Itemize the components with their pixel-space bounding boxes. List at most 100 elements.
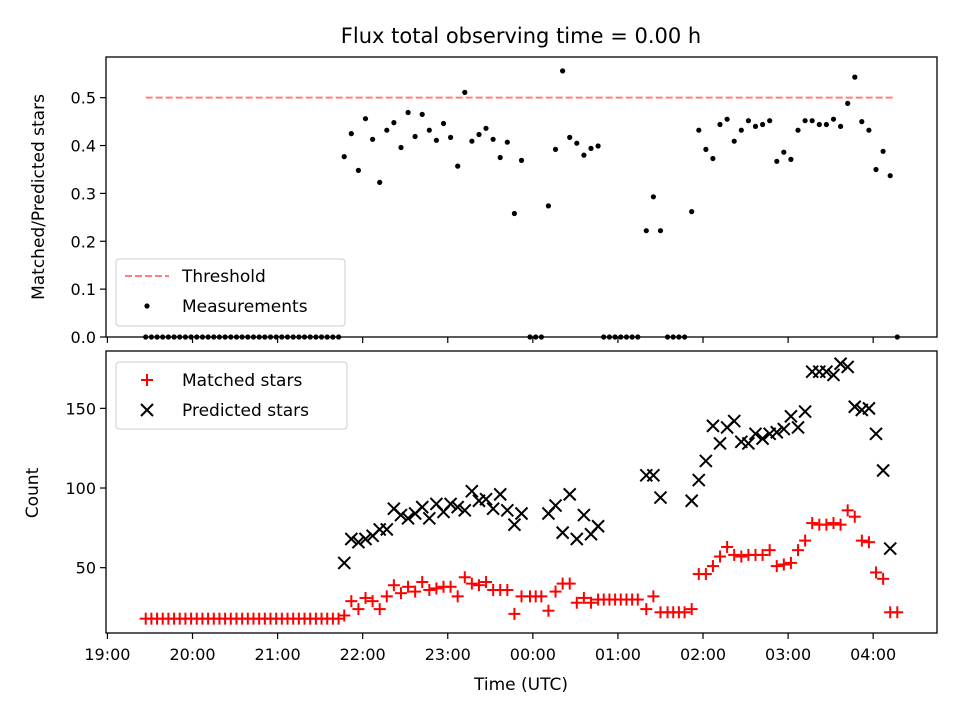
predicted-star-point <box>826 368 841 382</box>
x-tick-label: 02:00 <box>680 645 726 664</box>
matched-star-point <box>394 587 407 600</box>
matched-star-point <box>706 560 719 573</box>
legend-threshold-label: Threshold <box>181 267 266 287</box>
x-axis-label: Time (UTC) <box>473 675 568 695</box>
measurement-point <box>462 89 468 95</box>
measurement-point <box>588 145 594 151</box>
matched-star-point <box>631 593 644 606</box>
matched-star-point <box>735 550 748 563</box>
matched-star-point <box>855 534 868 547</box>
matched-star-point <box>577 591 590 604</box>
predicted-star-point <box>479 492 493 506</box>
matched-star-point <box>763 544 776 557</box>
predicted-star-point <box>465 484 479 498</box>
measurement-point <box>370 136 376 142</box>
matched-star-point <box>549 585 562 598</box>
measurement-point <box>391 120 397 126</box>
matched-star-point <box>877 572 890 585</box>
x-tick-label: 20:00 <box>169 645 215 664</box>
count-legend: Matched stars Predicted stars <box>115 361 348 430</box>
measurement-point <box>866 127 872 133</box>
measurement-point <box>767 118 773 124</box>
matched-star-point <box>862 536 875 549</box>
matched-star-point <box>416 576 429 589</box>
predicted-star-point <box>692 473 706 487</box>
measurement-point <box>504 139 510 145</box>
measurement-point <box>788 156 794 162</box>
predicted-star-point <box>344 532 359 546</box>
predicted-star-point <box>563 487 577 502</box>
matched-star-point <box>870 566 883 579</box>
predicted-star-point <box>577 508 591 522</box>
ratio-legend-box <box>115 258 346 327</box>
predicted-star-point <box>394 508 408 522</box>
measurement-point <box>802 118 808 124</box>
x-tick-label: 23:00 <box>425 645 471 664</box>
matched-star-point <box>848 510 861 523</box>
measurement-point <box>362 116 369 122</box>
measurement-point <box>781 149 787 155</box>
measurement-point <box>795 127 801 133</box>
measurement-point <box>595 143 601 149</box>
matched-star-point <box>728 548 741 561</box>
predicted-star-point <box>493 487 507 502</box>
count-y-tick-label: 100 <box>65 479 96 498</box>
matched-star-point <box>423 583 436 596</box>
count-y-tick-label: 150 <box>65 399 96 418</box>
predicted-star-point <box>555 525 570 540</box>
measurement-point <box>689 209 695 215</box>
predicted-star-point <box>415 500 429 514</box>
predicted-star-point <box>869 427 883 441</box>
legend-predicted-label: Predicted stars <box>182 401 309 421</box>
matched-star-point <box>827 517 840 530</box>
matched-star-point <box>756 548 769 561</box>
legend-predicted-swatch <box>140 403 154 417</box>
count-y-ticks: 50 100 150 <box>65 399 106 578</box>
measurement-point <box>830 116 837 122</box>
predicted-star-point <box>833 357 848 371</box>
predicted-star-point <box>500 503 515 518</box>
measurement-point <box>377 179 383 185</box>
predicted-star-point <box>770 425 784 439</box>
matched-star-point <box>834 518 847 531</box>
chart-title: Flux total observing time = 0.00 h <box>341 24 701 48</box>
measurement-point <box>518 157 525 163</box>
count-axes-frame <box>105 350 938 634</box>
predicted-star-point <box>883 541 897 556</box>
measurement-point <box>469 138 475 144</box>
count-panel: 50 100 150 19:00 20:00 21:00 22:00 23:00 00:00 0… <box>23 337 938 695</box>
ratio-y-ticks: 0.0 0.1 0.2 0.3 0.4 0.5 <box>71 89 106 347</box>
x-tick-label: 22:00 <box>340 645 386 664</box>
matched-star-point <box>472 579 485 592</box>
time-x-ticks: 19:00 20:00 21:00 22:00 23:00 00:00 01:00 02:00… <box>84 337 896 664</box>
matched-star-point <box>770 560 783 573</box>
matched-star-point <box>647 590 660 603</box>
matched-star-point <box>535 590 548 603</box>
ratio-axes-frame <box>105 56 938 338</box>
predicted-star-point <box>358 532 373 546</box>
count-legend-box <box>115 361 348 430</box>
predicted-star-point <box>422 511 437 525</box>
matched-star-point <box>338 609 351 622</box>
measurement-point <box>745 118 752 124</box>
predicted-star-point <box>727 414 741 428</box>
measurement-point <box>384 127 390 133</box>
predicted-star-point <box>876 463 890 478</box>
predicted-star-point <box>848 400 862 414</box>
predicted-star-point <box>798 404 812 419</box>
measurement-point <box>657 228 664 234</box>
measurement-point <box>643 228 649 234</box>
matched-star-point <box>345 595 358 608</box>
measurement-point <box>838 123 844 129</box>
measurement-point <box>859 119 865 125</box>
matched-star-point <box>678 606 691 619</box>
matched-star-point <box>458 571 471 584</box>
matched-star-point <box>570 596 583 609</box>
matched-star-point <box>820 518 833 531</box>
measurement-point <box>490 136 496 142</box>
x-tick-label: 21:00 <box>255 645 301 664</box>
predicted-star-point <box>458 503 472 518</box>
predicted-star-point <box>450 500 465 514</box>
matched-star-point <box>430 582 443 595</box>
